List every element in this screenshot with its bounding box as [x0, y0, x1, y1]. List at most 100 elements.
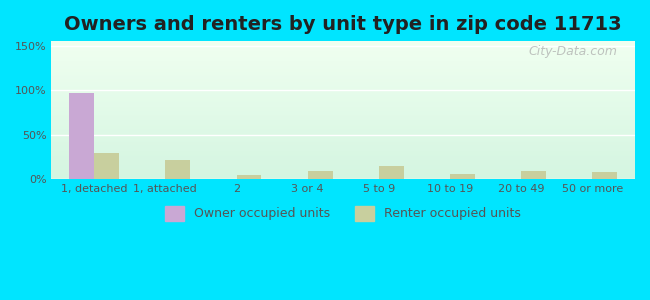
Bar	[51, 130, 635, 131]
Bar	[51, 110, 635, 112]
Bar	[51, 102, 635, 104]
Bar	[51, 97, 635, 98]
Bar	[51, 142, 635, 143]
Bar	[51, 152, 635, 153]
Bar	[51, 136, 635, 138]
Bar	[51, 98, 635, 99]
Bar	[51, 82, 635, 84]
Bar	[51, 122, 635, 123]
Bar	[51, 92, 635, 94]
Bar	[51, 145, 635, 146]
Bar	[51, 128, 635, 130]
Bar	[51, 164, 635, 166]
Bar	[51, 135, 635, 136]
Bar	[51, 59, 635, 61]
Bar	[51, 76, 635, 77]
Bar	[51, 43, 635, 44]
Bar	[51, 99, 635, 101]
Bar	[51, 172, 635, 174]
Bar	[51, 141, 635, 142]
Bar	[51, 131, 635, 132]
Bar	[51, 123, 635, 124]
Bar	[51, 139, 635, 141]
Bar	[51, 81, 635, 83]
Bar	[51, 58, 635, 59]
Bar	[51, 61, 635, 62]
Bar	[51, 62, 635, 63]
Bar	[51, 157, 635, 159]
Bar	[51, 87, 635, 88]
Bar	[51, 154, 635, 156]
Bar	[51, 178, 635, 179]
Bar	[51, 163, 635, 164]
Bar	[51, 84, 635, 86]
Bar	[51, 107, 635, 109]
Bar	[51, 124, 635, 125]
Bar	[51, 156, 635, 157]
Bar	[379, 166, 404, 179]
Bar	[94, 153, 119, 179]
Bar	[51, 120, 635, 122]
Bar	[51, 48, 635, 50]
Bar	[140, 178, 165, 179]
Bar	[51, 117, 635, 119]
Bar	[51, 177, 635, 178]
Bar	[51, 175, 635, 177]
Bar	[51, 116, 635, 117]
Bar	[51, 46, 635, 48]
Bar	[51, 106, 635, 107]
Bar	[51, 138, 635, 139]
Bar	[51, 64, 635, 66]
Bar	[51, 103, 635, 105]
Bar	[51, 149, 635, 150]
Bar	[51, 91, 635, 92]
Bar	[51, 69, 635, 70]
Bar	[51, 63, 635, 64]
Bar	[51, 113, 635, 114]
Text: City-Data.com: City-Data.com	[528, 45, 618, 58]
Bar	[51, 125, 635, 127]
Bar	[51, 80, 635, 81]
Title: Owners and renters by unit type in zip code 11713: Owners and renters by unit type in zip c…	[64, 15, 622, 34]
Bar	[51, 105, 635, 106]
Bar	[51, 77, 635, 79]
Bar	[51, 109, 635, 110]
Bar	[521, 170, 546, 179]
Bar	[165, 160, 190, 179]
Bar	[51, 44, 635, 45]
Bar	[51, 132, 635, 134]
Bar	[51, 41, 635, 43]
Bar	[51, 112, 635, 113]
Bar	[51, 100, 635, 102]
Bar	[51, 55, 635, 56]
Bar	[51, 66, 635, 68]
Bar	[51, 127, 635, 128]
Bar	[51, 56, 635, 58]
Bar	[51, 45, 635, 46]
Bar	[70, 93, 94, 179]
Bar	[51, 68, 635, 69]
Bar	[51, 79, 635, 80]
Bar	[51, 168, 635, 170]
Bar	[51, 159, 635, 160]
Bar	[51, 95, 635, 97]
Bar	[51, 171, 635, 172]
Bar	[51, 153, 635, 154]
Bar	[51, 161, 635, 163]
Bar	[51, 51, 635, 52]
Bar	[51, 74, 635, 76]
Bar	[51, 88, 635, 89]
Bar	[51, 174, 635, 175]
Bar	[51, 170, 635, 171]
Bar	[51, 72, 635, 73]
Bar	[51, 143, 635, 145]
Bar	[51, 70, 635, 72]
Bar	[51, 118, 635, 120]
Bar	[51, 166, 635, 167]
Bar	[51, 73, 635, 74]
Bar	[51, 85, 635, 87]
Bar	[51, 89, 635, 91]
Bar	[51, 150, 635, 152]
Bar	[51, 160, 635, 161]
Bar	[237, 175, 261, 179]
